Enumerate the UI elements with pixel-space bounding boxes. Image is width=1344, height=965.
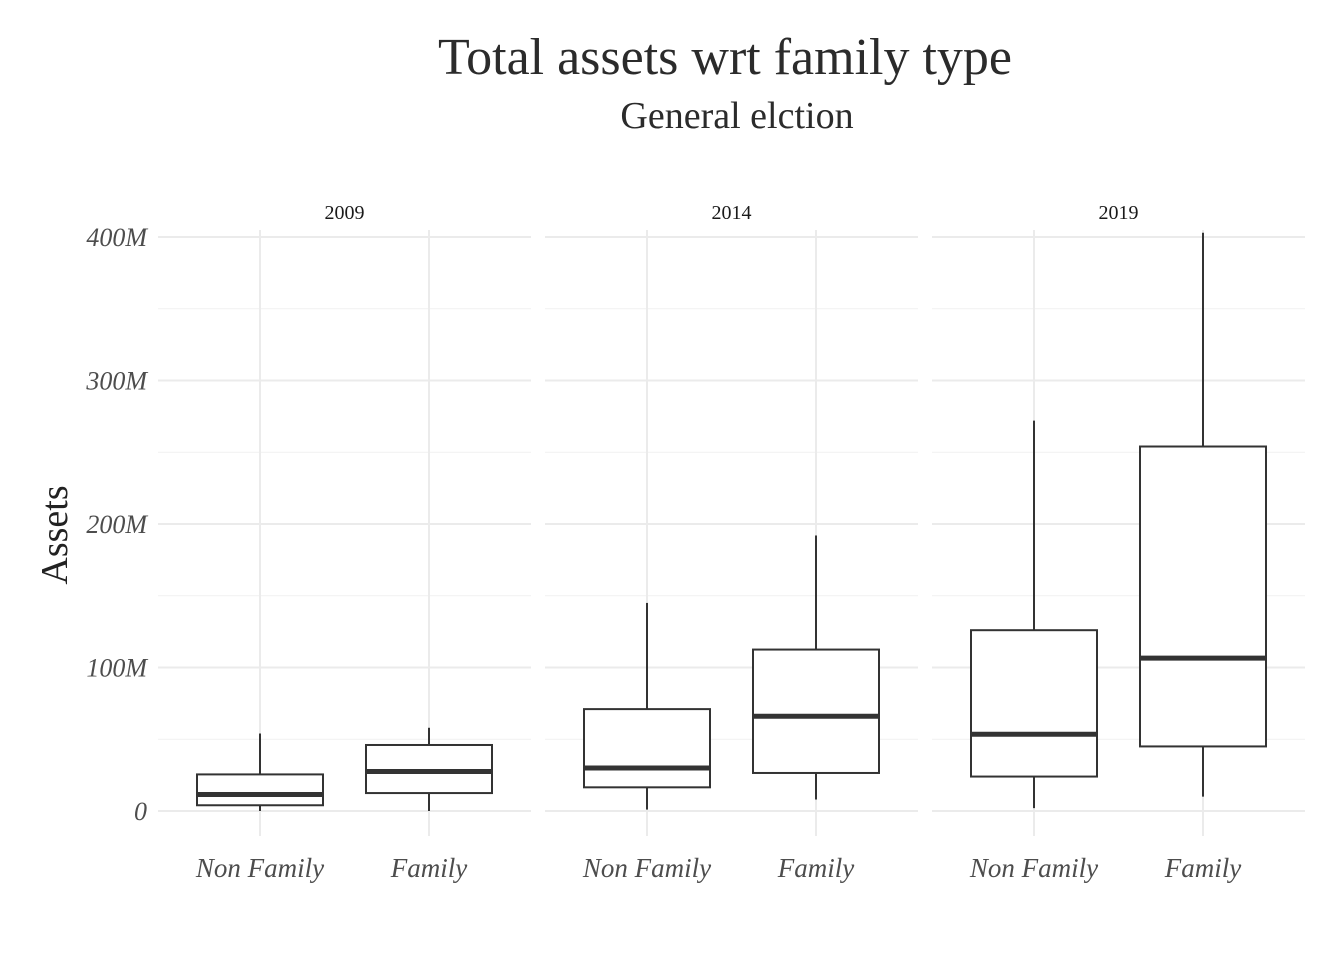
panel-strip-label: 2014 xyxy=(712,202,752,224)
panel-2014: 2014 Non Family Family xyxy=(545,202,918,883)
y-ticks-layer: 0 100M 200M 300M 400M xyxy=(85,223,148,826)
box-2019-family xyxy=(1139,232,1267,797)
iqr-box xyxy=(196,773,324,807)
iqr-box xyxy=(970,629,1098,778)
iqr-box xyxy=(752,648,880,774)
panel-2019: 2019 Non Family Family xyxy=(932,202,1305,883)
x-tick-label: Family xyxy=(390,853,467,883)
panel-strip-label: 2009 xyxy=(325,202,365,224)
panel-strip-label: 2019 xyxy=(1099,202,1139,224)
y-tick-label: 300M xyxy=(85,367,148,396)
box-2009-non-family xyxy=(196,733,324,811)
x-tick-label: Family xyxy=(1164,853,1241,883)
box-2014-family xyxy=(752,535,880,800)
y-tick-label: 100M xyxy=(86,654,148,683)
panel-2009: 2009 Non Family Family xyxy=(158,202,531,883)
y-tick-label: 200M xyxy=(86,510,148,539)
x-tick-label: Non Family xyxy=(969,853,1098,883)
y-axis-label: Assets xyxy=(34,485,76,584)
chart-subtitle: General elction xyxy=(620,95,853,137)
y-tick-label: 0 xyxy=(134,797,147,826)
x-tick-label: Family xyxy=(777,853,854,883)
iqr-box xyxy=(365,743,493,795)
box-2014-non-family xyxy=(583,602,711,810)
x-tick-label: Non Family xyxy=(582,853,711,883)
box-2019-non-family xyxy=(970,420,1098,809)
x-tick-label: Non Family xyxy=(195,853,324,883)
iqr-box xyxy=(1139,445,1267,748)
iqr-box xyxy=(583,708,711,789)
panels-layer: 2009 Non Family Family 2014 Non Family Family… xyxy=(158,202,1305,883)
box-2009-family xyxy=(365,727,493,811)
chart-title: Total assets wrt family type xyxy=(438,29,1012,86)
y-tick-label: 400M xyxy=(86,223,148,252)
